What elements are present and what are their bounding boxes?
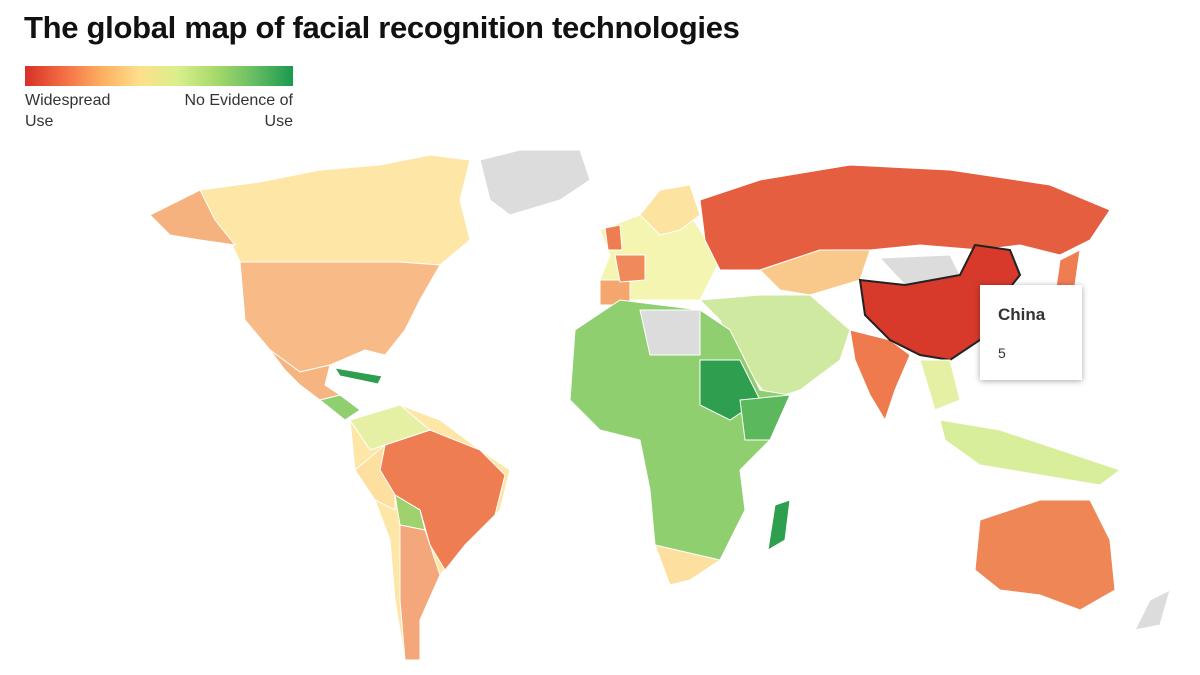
country[interactable]: [479, 149, 591, 216]
country[interactable]: [1134, 589, 1171, 631]
country[interactable]: [767, 499, 791, 551]
country[interactable]: [654, 544, 722, 586]
country[interactable]: [199, 154, 471, 266]
country[interactable]: [399, 524, 441, 661]
legend-high-label: No Evidence of Use: [184, 92, 293, 130]
tooltip: China 5: [980, 285, 1082, 380]
tooltip-country: China: [998, 305, 1046, 324]
legend-gradient: [25, 66, 293, 86]
country[interactable]: [239, 261, 441, 373]
country[interactable]: [639, 309, 701, 356]
country[interactable]: [333, 367, 383, 385]
country[interactable]: [699, 164, 1111, 271]
country[interactable]: [614, 254, 646, 283]
country[interactable]: [639, 184, 701, 236]
country[interactable]: [349, 404, 432, 451]
country[interactable]: [739, 394, 791, 441]
legend-low-label: Widespread Use: [25, 92, 111, 130]
country[interactable]: [604, 224, 623, 251]
country[interactable]: [974, 499, 1116, 611]
title: The global map of facial recognition tec…: [24, 10, 740, 45]
country[interactable]: [149, 189, 237, 246]
country[interactable]: [919, 359, 961, 411]
country[interactable]: [939, 419, 1122, 486]
tooltip-value: 5: [998, 345, 1006, 361]
country[interactable]: [318, 394, 361, 421]
